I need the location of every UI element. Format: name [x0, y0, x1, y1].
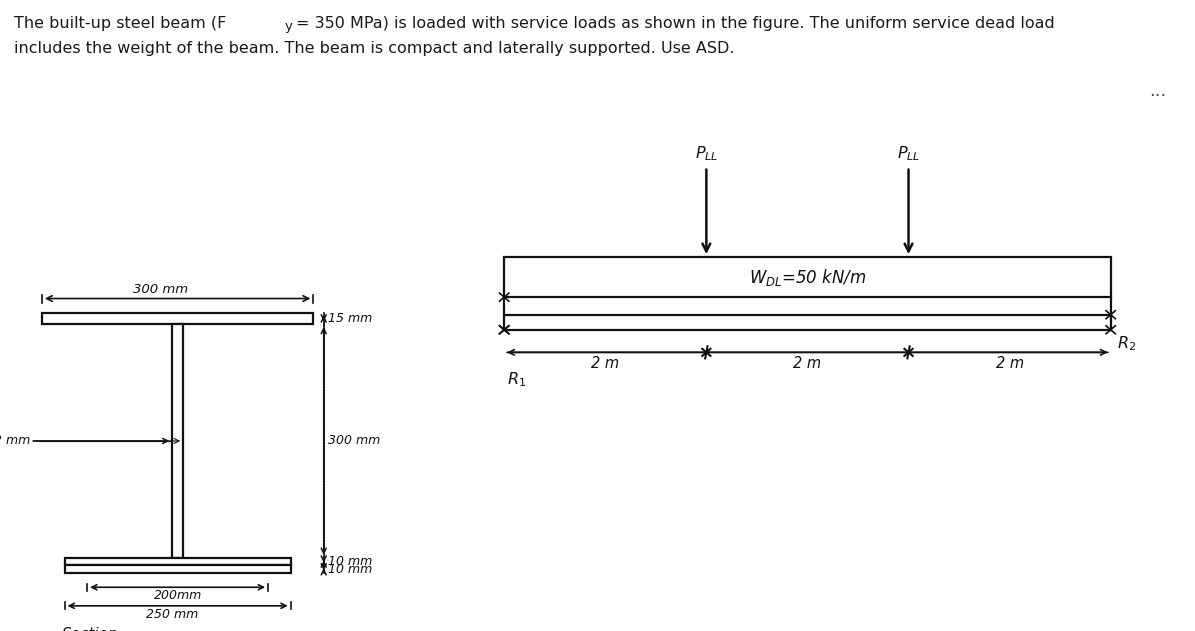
- Text: includes the weight of the beam. The beam is compact and laterally supported. Us: includes the weight of the beam. The bea…: [14, 41, 735, 56]
- Text: 15 mm: 15 mm: [329, 312, 373, 325]
- Text: Section: Section: [62, 627, 118, 631]
- Text: ...: ...: [1148, 83, 1166, 100]
- Bar: [65, 558, 290, 565]
- Text: 2 m: 2 m: [995, 357, 1024, 372]
- Text: $R_2$: $R_2$: [1116, 335, 1135, 353]
- Text: 2 m: 2 m: [592, 357, 619, 372]
- Text: $P_{LL}$: $P_{LL}$: [694, 144, 718, 163]
- Bar: [65, 565, 290, 573]
- Text: 12 mm: 12 mm: [0, 435, 30, 447]
- Text: $W_{DL}$=50 kN/m: $W_{DL}$=50 kN/m: [749, 266, 866, 288]
- Text: 250 mm: 250 mm: [146, 608, 198, 621]
- Text: 10 mm: 10 mm: [329, 555, 373, 568]
- Text: = 350 MPa) is loaded with service loads as shown in the figure. The uniform serv: = 350 MPa) is loaded with service loads …: [296, 16, 1055, 31]
- Text: The built-up steel beam (F: The built-up steel beam (F: [14, 16, 227, 31]
- Text: 200mm: 200mm: [153, 589, 202, 602]
- Text: $P_{LL}$: $P_{LL}$: [896, 144, 920, 163]
- Bar: [172, 324, 183, 558]
- Bar: [42, 312, 313, 324]
- Text: 300 mm: 300 mm: [329, 435, 381, 447]
- Text: 10 mm: 10 mm: [329, 563, 373, 576]
- Text: 2 m: 2 m: [793, 357, 821, 372]
- Text: $R_1$: $R_1$: [507, 370, 526, 389]
- Text: 300 mm: 300 mm: [133, 283, 188, 296]
- Text: y: y: [284, 20, 293, 33]
- Bar: [504, 257, 1110, 297]
